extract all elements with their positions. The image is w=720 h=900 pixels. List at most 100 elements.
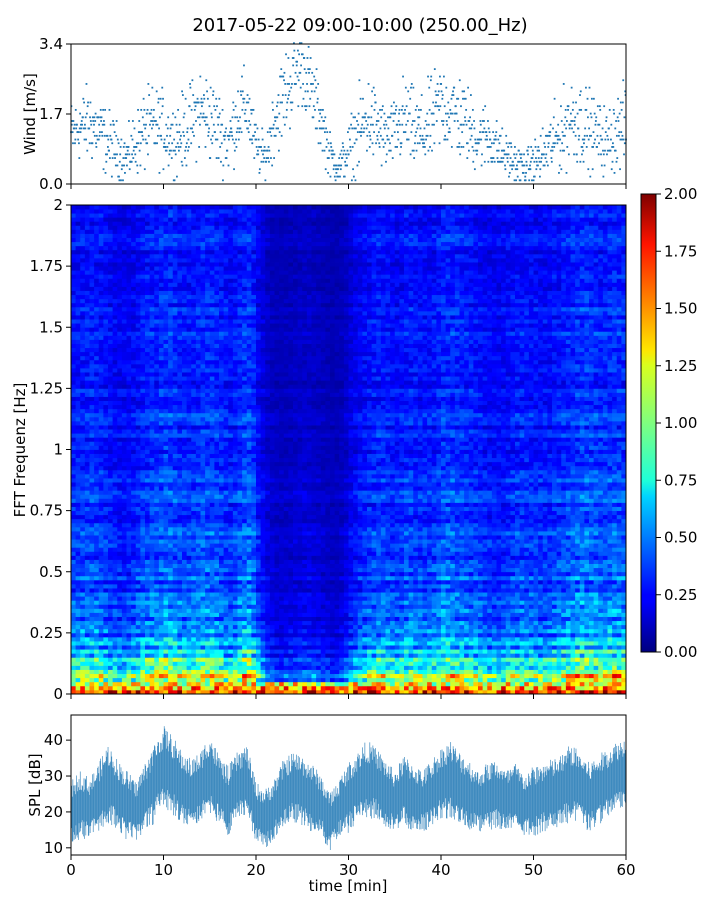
heatmap-cell: [126, 368, 132, 373]
heatmap-cell: [135, 681, 141, 687]
heatmap-cell: [195, 669, 201, 675]
wind-point: [324, 168, 327, 171]
wind-point: [448, 116, 450, 119]
heatmap-cell: [89, 526, 95, 532]
heatmap-cell: [195, 209, 201, 214]
heatmap-cell: [191, 559, 197, 564]
heatmap-cell: [140, 575, 146, 581]
heatmap-cell: [195, 437, 201, 442]
wind-point: [286, 101, 289, 104]
wind-point: [524, 175, 527, 178]
heatmap-cell: [158, 551, 164, 556]
heatmap-cell: [117, 665, 123, 670]
heatmap-cell: [121, 482, 127, 487]
wind-point: [267, 146, 270, 148]
heatmap-cell: [191, 649, 197, 654]
wind-point: [83, 123, 86, 126]
heatmap-cell: [177, 420, 183, 426]
wind-point: [553, 146, 556, 148]
heatmap-cell: [149, 368, 155, 373]
heatmap-cell: [108, 384, 114, 389]
wind-point: [287, 57, 290, 59]
heatmap-cell: [195, 665, 201, 670]
heatmap-cell: [140, 380, 146, 385]
wind-point: [525, 160, 528, 163]
heatmap-cell: [163, 266, 169, 271]
heatmap-cell: [98, 376, 104, 381]
heatmap-cell: [182, 624, 188, 630]
heatmap-cell: [98, 486, 104, 491]
heatmap-cell: [163, 583, 169, 589]
wind-point: [133, 146, 136, 148]
heatmap-cell: [121, 429, 127, 434]
heatmap-cell: [80, 400, 86, 406]
wind-point: [244, 108, 247, 111]
heatmap-cell: [168, 592, 174, 597]
heatmap-cell: [200, 233, 206, 238]
wind-point: [233, 168, 235, 171]
heatmap-cell: [177, 266, 183, 271]
heatmap-cell: [177, 547, 183, 552]
heatmap-cell: [126, 522, 132, 528]
heatmap-cell: [168, 286, 174, 291]
heatmap-cell: [195, 681, 201, 687]
heatmap-cell: [195, 376, 201, 381]
heatmap-cell: [84, 649, 90, 654]
heatmap-cell: [140, 274, 146, 279]
heatmap-cell: [177, 596, 183, 601]
heatmap-cell: [89, 327, 95, 332]
heatmap-cell: [71, 628, 77, 634]
heatmap-cell: [145, 205, 151, 210]
heatmap-cell: [103, 437, 109, 442]
heatmap-cell: [186, 445, 192, 450]
heatmap-cell: [140, 205, 146, 210]
wind-point: [155, 123, 158, 126]
wind-point: [395, 105, 398, 108]
heatmap-cell: [98, 636, 104, 642]
heatmap-cell: [103, 502, 109, 507]
heatmap-cell: [126, 380, 132, 385]
heatmap-cell: [154, 380, 160, 385]
wind-point: [279, 101, 282, 104]
wind-point: [410, 86, 412, 89]
heatmap-cell: [186, 535, 192, 540]
wind-point: [393, 131, 396, 134]
heatmap-cell: [98, 445, 104, 450]
heatmap-cell: [112, 408, 118, 414]
wind-point: [497, 138, 500, 141]
heatmap-cell: [108, 408, 114, 414]
heatmap-cell: [117, 616, 123, 622]
heatmap-cell: [195, 331, 201, 336]
heatmap-cell: [135, 453, 141, 459]
wind-point: [174, 149, 176, 152]
heatmap-cell: [149, 412, 155, 418]
heatmap-cell: [200, 266, 206, 271]
heatmap-cell: [94, 681, 100, 687]
heatmap-cell: [200, 641, 206, 646]
heatmap-cell: [98, 412, 104, 418]
heatmap-cell: [145, 327, 151, 332]
heatmap-cell: [186, 404, 192, 410]
heatmap-cell: [103, 551, 109, 556]
heatmap-cell: [126, 685, 132, 691]
heatmap-cell: [71, 653, 77, 658]
wind-point: [130, 160, 133, 163]
heatmap-cell: [135, 408, 141, 414]
wind-point: [439, 105, 442, 108]
wind-point: [78, 142, 80, 145]
heatmap-cell: [103, 347, 109, 353]
wind-point: [527, 146, 530, 148]
heatmap-cell: [89, 221, 95, 226]
heatmap-cell: [163, 657, 169, 662]
heatmap-cell: [191, 588, 197, 593]
heatmap-cell: [191, 616, 197, 622]
heatmap-cell: [195, 294, 201, 300]
wind-point: [486, 146, 489, 148]
heatmap-cell: [71, 306, 77, 312]
heatmap-cell: [145, 429, 151, 434]
wind-point: [261, 127, 264, 130]
heatmap-cell: [205, 681, 211, 687]
wind-point: [341, 142, 344, 145]
heatmap-cell: [172, 465, 178, 471]
heatmap-cell: [158, 266, 164, 271]
